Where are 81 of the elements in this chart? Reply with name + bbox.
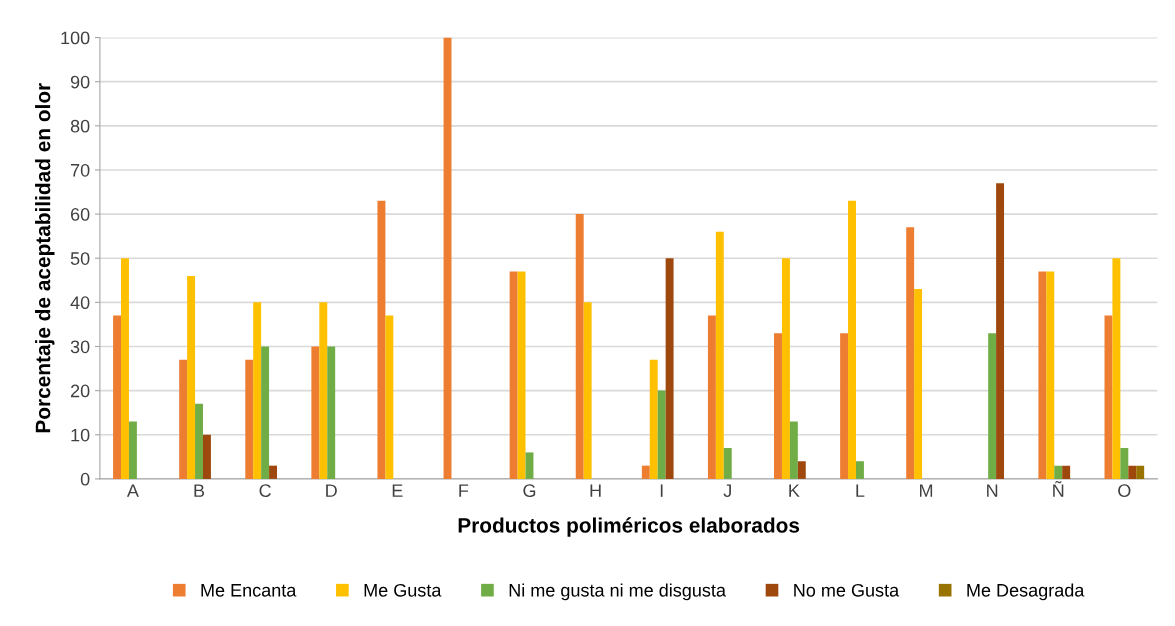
bar [253,302,262,479]
x-tick-label: B [194,484,205,497]
bar [707,315,716,479]
bar [327,346,336,479]
bar [583,302,592,479]
bar [665,258,674,479]
y-tick-label: 0 [80,472,90,486]
bar [715,231,724,479]
bar [509,271,518,479]
y-tick-label: 40 [70,296,90,310]
bar [121,258,129,479]
bar [377,200,386,479]
bar [245,359,254,479]
bar [261,346,270,479]
bar [1054,465,1063,479]
bar [1038,271,1047,479]
x-tick-label: E [392,484,403,497]
x-axis-title: Productos poliméricos elaborados [458,517,800,537]
bar [202,434,211,479]
bar [195,403,203,479]
y-axis-title: Porcentaje de aceptabilidad en olor [35,83,55,433]
x-tick-label: M [920,484,933,497]
bar [657,390,666,479]
legend-label: Ni me gusta ni me disgusta [509,583,726,601]
bar [311,346,320,479]
x-tick-label: O [1118,484,1131,498]
x-tick-label: A [126,484,139,497]
bar [1062,465,1071,479]
bar [988,333,997,479]
y-tick-label: 100 [61,31,90,45]
bar [789,421,798,479]
bar [906,227,915,479]
x-tick-label: N [987,484,998,497]
bar [128,421,137,479]
bar [1128,465,1137,479]
bar [774,333,782,479]
x-tick-label: F [459,484,469,497]
x-tick-label: I [660,484,663,497]
y-tick-label: 20 [70,384,90,398]
bar [1112,258,1121,479]
legend-label: No me Gusta [794,583,900,597]
bar [385,315,394,479]
bar [781,258,790,479]
x-tick-label: J [723,484,731,498]
legend-label: Me Encanta [201,584,297,597]
y-tick-label: 60 [70,208,90,221]
bar [113,315,122,479]
bar [855,461,864,479]
bar [914,289,923,479]
y-tick-label: 50 [70,252,90,265]
y-tick-label: 70 [71,163,90,177]
y-tick-label: 10 [71,428,90,442]
legend-label: Me Desagrada [967,583,1085,601]
y-tick-label: 30 [70,340,90,354]
bar [1120,448,1129,479]
bar [996,183,1005,479]
x-tick-label: K [789,484,800,497]
bar [1136,465,1145,479]
legend-label: Me Gusta [364,583,442,597]
bar [269,465,278,479]
bar [179,359,188,479]
bar [319,302,328,479]
x-tick-label: H [590,484,601,497]
bar [723,448,732,479]
x-tick-label: C [259,484,271,498]
bar [575,214,584,479]
bar [848,200,856,479]
bar [840,333,849,479]
bar [641,465,650,479]
x-tick-label: L [856,484,865,497]
bar [525,452,534,479]
y-tick-label: 90 [70,75,90,89]
bar [187,275,196,479]
bar [649,359,658,479]
bar [1046,271,1055,479]
bar [797,461,806,479]
x-tick-label: G [523,484,536,498]
x-tick-label: Ñ [1053,480,1064,497]
bar [517,271,526,479]
x-tick-label: D [326,484,337,497]
y-tick-label: 80 [70,119,90,133]
